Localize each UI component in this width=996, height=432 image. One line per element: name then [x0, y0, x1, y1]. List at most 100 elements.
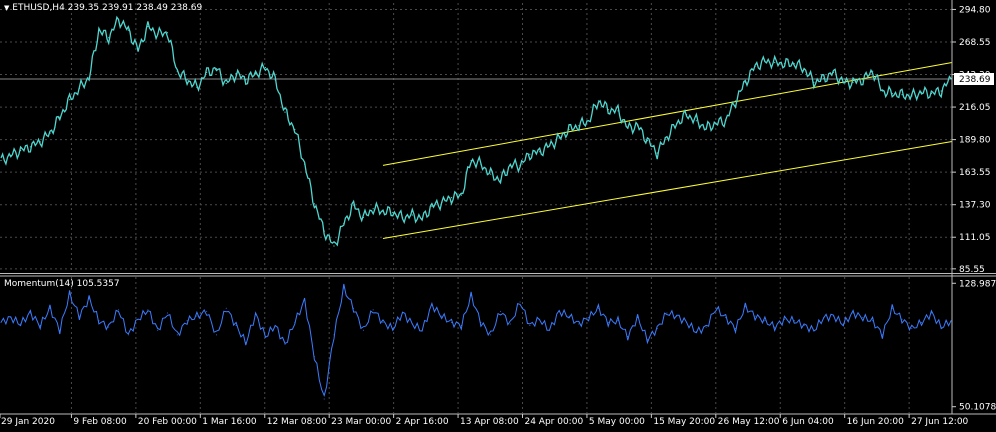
price-point: [392, 211, 394, 214]
price-point: [588, 120, 590, 122]
momentum-line: [0, 283, 952, 398]
price-point: [78, 87, 80, 90]
price-point: [881, 90, 884, 92]
momentum-point: [499, 310, 501, 312]
price-point: [166, 32, 169, 34]
momentum-series[interactable]: [0, 283, 952, 400]
momentum-point: [186, 320, 188, 322]
time-tick-label: 15 May 20:00: [653, 417, 715, 427]
momentum-point: [343, 287, 345, 289]
price-point: [832, 71, 835, 74]
momentum-point: [548, 329, 550, 331]
momentum-point: [725, 317, 727, 319]
momentum-tick-label: 50.1078: [959, 403, 996, 413]
price-point: [108, 37, 110, 39]
price-point: [19, 149, 22, 152]
momentum-point: [852, 312, 854, 314]
momentum-point: [0, 321, 2, 323]
price-point: [793, 63, 795, 65]
price-point: [676, 122, 678, 124]
time-tick-label: 12 Mar 08:00: [267, 417, 327, 427]
price-point: [734, 100, 737, 102]
momentum-point: [127, 334, 129, 336]
momentum-point: [480, 321, 482, 323]
momentum-point: [441, 315, 443, 317]
momentum-point: [215, 334, 217, 336]
price-tick-label: 268.55: [959, 38, 991, 48]
time-tick-label: 27 Jun 12:00: [911, 417, 968, 427]
momentum-point: [627, 335, 629, 337]
momentum-point: [813, 329, 815, 331]
time-tick-label: 13 Apr 08:00: [460, 417, 519, 427]
momentum-point: [490, 334, 492, 336]
momentum-point: [764, 320, 766, 322]
price-point: [0, 159, 2, 162]
momentum-point: [411, 323, 413, 325]
price-point: [39, 141, 41, 143]
momentum-tick-label: 128.9874: [959, 279, 996, 289]
current-price-tag-label: 238.69: [959, 75, 991, 85]
chart-frame: [0, 0, 996, 415]
momentum-point: [891, 307, 893, 309]
price-point: [558, 137, 560, 139]
price-point: [891, 92, 893, 95]
price-point: [744, 81, 746, 83]
momentum-point: [20, 323, 22, 325]
symbol-info: ETHUSD,H4 239.35 239.91 238.49 238.69: [12, 3, 203, 13]
collapse-arrow-icon[interactable]: ▼: [4, 4, 10, 12]
momentum-point: [666, 312, 668, 314]
momentum-point: [744, 306, 746, 308]
momentum-point: [823, 317, 825, 319]
price-point: [813, 81, 815, 83]
momentum-point: [451, 321, 453, 323]
current-price-tag-box: [954, 73, 994, 86]
symbol-header: ▼ ETHUSD,H4 239.35 239.91 238.49 238.69: [4, 3, 202, 13]
price-tick-label: 216.05: [959, 103, 991, 113]
momentum-point: [225, 307, 227, 309]
momentum-point: [49, 307, 51, 309]
time-tick-label: 9 Feb 08:00: [73, 417, 127, 427]
momentum-point: [607, 321, 609, 323]
momentum-point: [353, 307, 355, 309]
price-point: [783, 63, 786, 65]
price-tick-label: 189.80: [959, 136, 991, 146]
price-point: [862, 79, 864, 81]
momentum-point: [695, 331, 697, 333]
price-point: [235, 73, 237, 75]
momentum-point: [911, 328, 913, 330]
price-series[interactable]: [0, 15, 952, 247]
momentum-point: [872, 320, 874, 322]
price-point: [509, 164, 511, 166]
momentum-point: [206, 310, 208, 312]
price-point: [490, 173, 492, 175]
momentum-point: [715, 307, 717, 309]
price-point: [206, 71, 208, 74]
momentum-point: [597, 307, 599, 309]
price-point: [872, 70, 874, 72]
momentum-point: [402, 312, 404, 314]
indicator-header: Momentum(14) 105.5357: [4, 279, 120, 289]
price-point: [627, 127, 629, 129]
price-point: [245, 79, 247, 81]
price-point: [480, 163, 482, 165]
momentum-point: [10, 317, 12, 319]
momentum-point: [774, 326, 776, 328]
current-price-tag: 238.69: [954, 73, 994, 86]
price-point: [127, 29, 129, 31]
price-tick-label: 85.55: [959, 265, 985, 275]
momentum-point: [421, 329, 423, 331]
momentum-point: [372, 309, 374, 311]
momentum-point: [431, 304, 433, 306]
time-tick-label: 24 Apr 00:00: [524, 417, 583, 427]
momentum-point: [921, 321, 923, 323]
time-tick-label: 5 May 00:00: [589, 417, 645, 427]
price-point: [666, 136, 668, 138]
price-point: [157, 33, 159, 35]
momentum-point: [676, 315, 678, 317]
price-point: [59, 116, 61, 118]
channel-line-lower: [382, 141, 953, 240]
price-point: [617, 110, 619, 112]
momentum-point: [147, 309, 149, 311]
price-point: [274, 79, 276, 81]
